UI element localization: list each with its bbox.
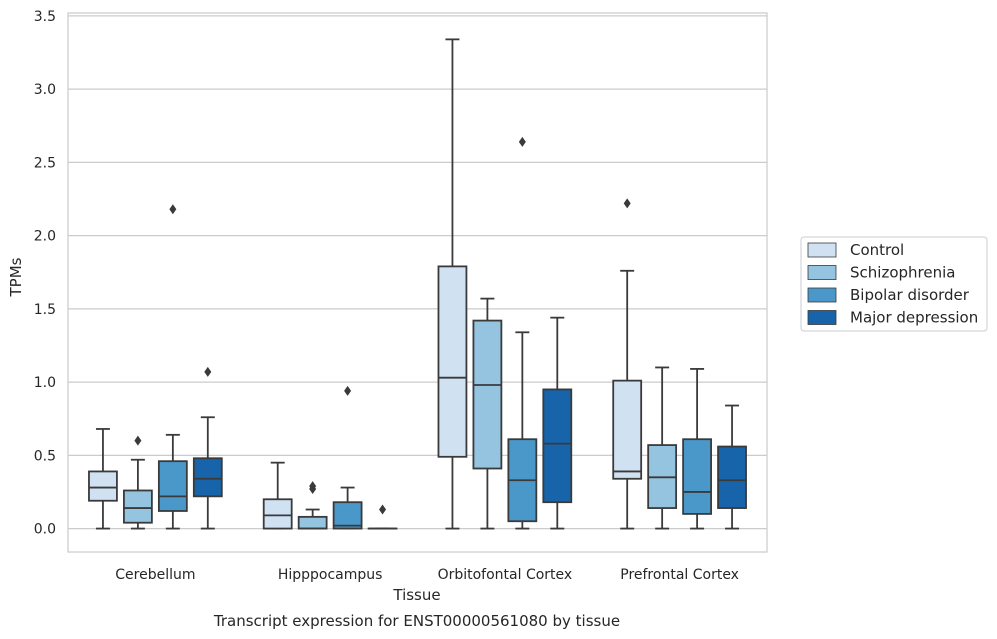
outlier-point — [309, 481, 317, 492]
box-major-depression-orbitofontal-cortex — [542, 316, 573, 530]
box-control-orbitofontal-cortex — [437, 38, 468, 530]
outlier-point — [623, 198, 631, 209]
outlier-point — [344, 385, 352, 396]
legend-swatch — [807, 265, 837, 280]
legend-label: Major depression — [850, 309, 978, 327]
legend-swatch — [807, 287, 837, 303]
box-bipolar-disorder-orbitofontal-cortex — [507, 136, 538, 530]
iqr-box — [542, 388, 573, 504]
box-bipolar-disorder-cerebellum — [157, 204, 188, 530]
iqr-box — [612, 379, 643, 480]
box-schizophrenia-orbitofontal-cortex — [472, 297, 503, 530]
iqr-box — [682, 438, 712, 515]
iqr-box — [717, 445, 747, 509]
legend-label: Schizophrenia — [850, 264, 955, 282]
outlier-point — [169, 204, 177, 215]
outlier-point — [379, 504, 387, 515]
outlier-point — [134, 435, 142, 446]
box-major-depression-cerebellum — [192, 366, 223, 530]
legend-frame — [800, 236, 988, 332]
y-tick-labels: 0.0 0.5 1.0 1.5 2.0 2.5 3.0 3.5 — [34, 9, 56, 538]
box-schizophrenia-hipppocampus — [297, 481, 328, 530]
legend-swatch — [807, 242, 837, 258]
box-control-hipppocampus — [262, 461, 293, 530]
y-tick-label: 2.5 — [34, 155, 56, 171]
iqr-box — [332, 501, 363, 530]
legend: Control Schizophrenia Bipolar disorder Majo… — [800, 236, 988, 332]
y-gridlines — [68, 15, 767, 530]
box-control-cerebellum — [88, 428, 118, 530]
iqr-box — [123, 489, 153, 524]
x-tick-labels: Cerebellum Hipppocampus Orbitofontal Corte… — [115, 567, 739, 583]
y-tick-label: 3.0 — [34, 82, 56, 98]
x-tick-label: Orbitofontal Cortex — [438, 567, 573, 583]
box-bipolar-disorder-hipppocampus — [332, 385, 363, 530]
box-schizophrenia-prefrontal-cortex — [647, 366, 678, 530]
box-control-prefrontal-cortex — [612, 198, 643, 530]
iqr-box — [262, 498, 293, 530]
box-schizophrenia-cerebellum — [123, 435, 153, 530]
legend-swatch — [807, 310, 837, 325]
y-tick-label: 0.0 — [34, 522, 56, 538]
y-tick-label: 1.5 — [34, 302, 56, 318]
outlier-point — [204, 366, 212, 377]
iqr-box — [157, 460, 188, 512]
x-tick-label: Cerebellum — [115, 567, 195, 583]
box-major-depression-prefrontal-cortex — [717, 404, 747, 530]
iqr-box — [297, 515, 328, 530]
x-tick-label: Prefrontal Cortex — [620, 567, 739, 583]
y-axis-title: TPMs — [7, 257, 25, 297]
x-axis-title: Tissue — [392, 586, 440, 604]
box-series — [88, 38, 747, 530]
box-major-depression-hipppocampus — [367, 504, 398, 530]
chart-caption: Transcript expression for ENST0000056108… — [213, 612, 620, 630]
y-tick-label: 1.0 — [34, 375, 56, 391]
x-tick-label: Hipppocampus — [278, 567, 383, 583]
iqr-box — [437, 265, 468, 458]
y-tick-label: 3.5 — [34, 9, 56, 25]
iqr-box — [192, 457, 223, 498]
legend-label: Bipolar disorder — [850, 286, 970, 304]
iqr-box — [88, 470, 118, 502]
outlier-point — [518, 136, 526, 147]
legend-label: Control — [850, 241, 904, 259]
plot-frame — [67, 12, 768, 553]
y-tick-label: 0.5 — [34, 448, 56, 464]
iqr-box — [472, 319, 503, 470]
y-tick-label: 2.0 — [34, 229, 56, 245]
box-bipolar-disorder-prefrontal-cortex — [682, 368, 712, 530]
